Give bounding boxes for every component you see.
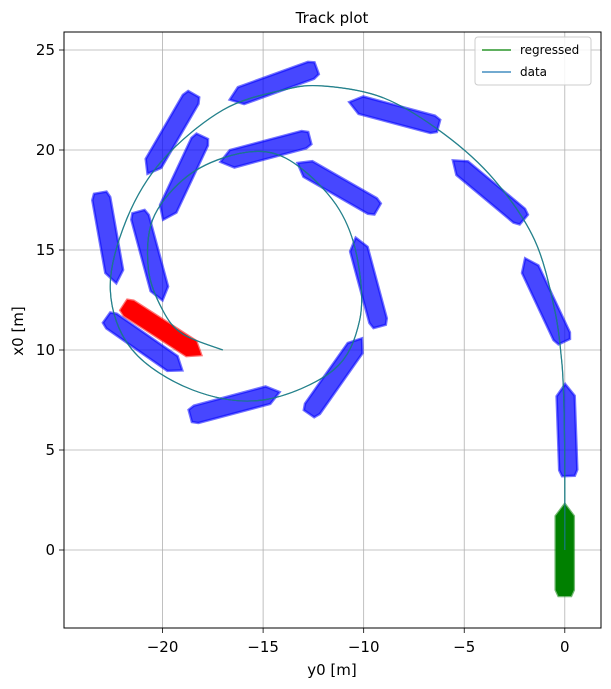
chart-title: Track plot (295, 9, 369, 27)
x-axis-label: y0 [m] (307, 661, 357, 679)
ship-start-outline (554, 501, 576, 598)
y-tick-label-1: 5 (45, 441, 55, 459)
ship-outline-1 (520, 256, 572, 346)
y-tick-label-3: 15 (36, 241, 55, 259)
legend-label-regressed: regressed (520, 43, 579, 57)
x-tick-label-4: 0 (560, 638, 570, 656)
ship-outline-7 (101, 311, 185, 373)
ship-outline-8 (187, 385, 282, 425)
ship-outline-13 (158, 132, 210, 222)
legend-box (474, 36, 592, 86)
ship-outline-4 (227, 60, 321, 106)
ship-end-outline (118, 298, 204, 358)
ship-outline-5 (144, 89, 201, 176)
x-tick-label-2: −10 (348, 638, 380, 656)
y-axis-label: x0 [m] (9, 306, 27, 356)
x-tick-label-3: −5 (453, 638, 475, 656)
x-tick-label-1: −15 (247, 638, 279, 656)
y-tick-label-5: 25 (36, 41, 55, 59)
ship-outlines (91, 60, 579, 598)
ship-outline-9 (302, 336, 364, 419)
y-tick-label-2: 10 (36, 341, 55, 359)
ship-outline-14 (130, 208, 170, 303)
x-tick-label-0: −20 (147, 638, 179, 656)
plot-frame (63, 31, 602, 629)
y-tick-label-0: 0 (45, 541, 55, 559)
ship-outline-6 (91, 190, 125, 286)
ship-outline-11 (295, 159, 383, 216)
series-line-data (109, 84, 566, 551)
ship-outline-10 (348, 235, 389, 330)
ship-outline-3 (347, 95, 442, 135)
legend-label-data: data (520, 65, 547, 79)
ship-outline-0 (555, 381, 579, 478)
series-line-regressed (109, 84, 566, 551)
ship-outline-12 (218, 129, 313, 169)
track-lines (109, 84, 566, 551)
y-tick-label-4: 20 (36, 141, 55, 159)
axis-ticks: −20 −15 −10 −5 0 0 5 10 15 20 25 (36, 41, 570, 656)
legend: regressed data (474, 36, 592, 86)
